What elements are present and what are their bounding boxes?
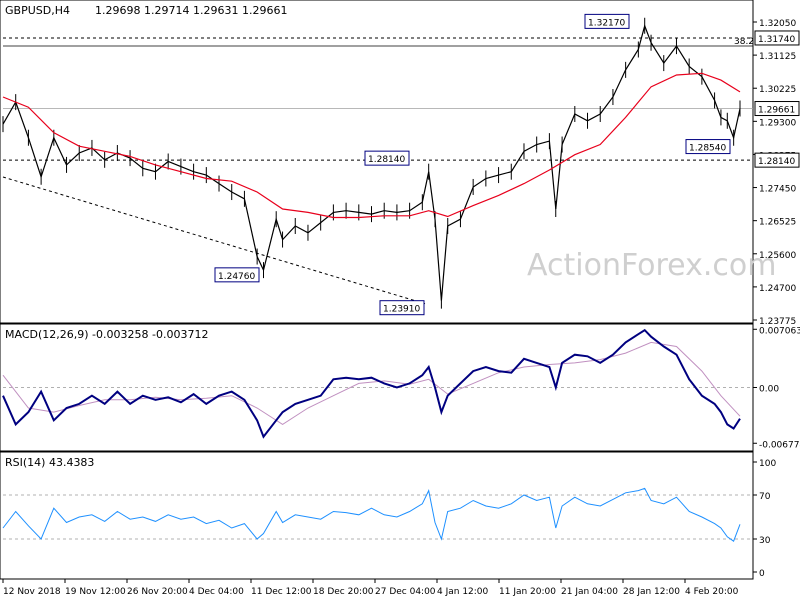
price-panel-frame	[0, 0, 754, 324]
high-annotation: 1.32170	[588, 18, 625, 28]
x-tick-label: 28 Jan 12:00	[623, 587, 680, 597]
x-tick-label: 4 Jan 12:00	[437, 587, 489, 597]
rsi-y-tick-label: 0	[759, 569, 765, 579]
x-tick-label: 18 Dec 20:00	[313, 587, 374, 597]
low-2-annotation-box	[379, 300, 425, 316]
macd-y-tick-label: 0.00	[759, 385, 779, 395]
macd-line	[2, 328, 741, 439]
low-1-annotation-box	[214, 267, 260, 283]
rsi-y-tick-label: 70	[759, 492, 771, 502]
price-y-tick-label: 1.32050	[759, 19, 796, 29]
x-tick-label: 4 Feb 20:00	[685, 587, 739, 597]
macd-y-tick-label: -0.006774	[759, 440, 800, 450]
trendline	[2, 176, 426, 305]
fib-38-2-label: 38.2	[734, 37, 754, 47]
macd-signal-line	[2, 341, 741, 425]
fib-level-axis-label: 1.31740	[758, 35, 795, 45]
rsi-y-tick-label: 30	[759, 536, 771, 546]
moving-average-line	[2, 72, 741, 219]
symbol-label: GBPUSD,H4	[5, 4, 70, 17]
rsi-panel-frame	[0, 451, 754, 580]
x-tick-label: 11 Dec 12:00	[251, 587, 312, 597]
rsi-line	[2, 487, 741, 542]
fib-level-axis-label-box	[754, 30, 800, 46]
price-y-tick-label: 1.24700	[759, 284, 796, 294]
mid-annotation-box	[364, 150, 410, 166]
support-axis-label: 1.28140	[758, 157, 795, 167]
low-2-annotation: 1.23910	[383, 305, 420, 315]
macd-y-tick-label: 0.007063	[759, 326, 800, 336]
price-line	[2, 23, 741, 301]
x-tick-label: 11 Jan 20:00	[499, 587, 556, 597]
price-y-tick-label: 1.25600	[759, 251, 796, 261]
x-tick-label: 19 Nov 12:00	[65, 587, 126, 597]
watermark: ActionForex.com	[527, 248, 776, 283]
price-y-tick-label: 1.23775	[759, 317, 796, 327]
price-y-tick-label: 1.30225	[759, 85, 796, 95]
price-y-tick-label: 1.29300	[759, 118, 796, 128]
price-y-tick-label: 1.31125	[759, 52, 796, 62]
x-tick-label: 26 Nov 20:00	[127, 587, 188, 597]
mid-annotation: 1.28140	[368, 155, 405, 165]
macd-label: MACD(12,26,9) -0.003258 -0.003712	[5, 328, 208, 341]
chart-marks: 1.320501.311251.302251.293001.283751.274…	[2, 13, 800, 597]
rsi-label: RSI(14) 43.4383	[5, 456, 94, 469]
last-price-axis-label: 1.29661	[758, 106, 795, 116]
x-tick-label: 4 Dec 04:00	[189, 587, 244, 597]
x-tick-label: 27 Dec 04:00	[375, 587, 436, 597]
last-price-axis-label-box	[754, 101, 800, 117]
x-tick-label: 21 Jan 04:00	[561, 587, 618, 597]
price-y-tick-label: 1.27450	[759, 185, 796, 195]
support-axis-label-box	[754, 152, 800, 168]
recent-low-annotation: 1.28540	[689, 144, 726, 154]
price-y-tick-label: 1.26525	[759, 218, 796, 228]
ohlc-label: 1.29698 1.29714 1.29631 1.29661	[95, 4, 287, 17]
low-1-annotation: 1.24760	[218, 272, 255, 282]
recent-low-annotation-box	[685, 139, 731, 155]
rsi-y-tick-label: 100	[759, 459, 776, 469]
x-tick-label: 12 Nov 2018	[3, 587, 61, 597]
high-annotation-box	[584, 13, 630, 29]
